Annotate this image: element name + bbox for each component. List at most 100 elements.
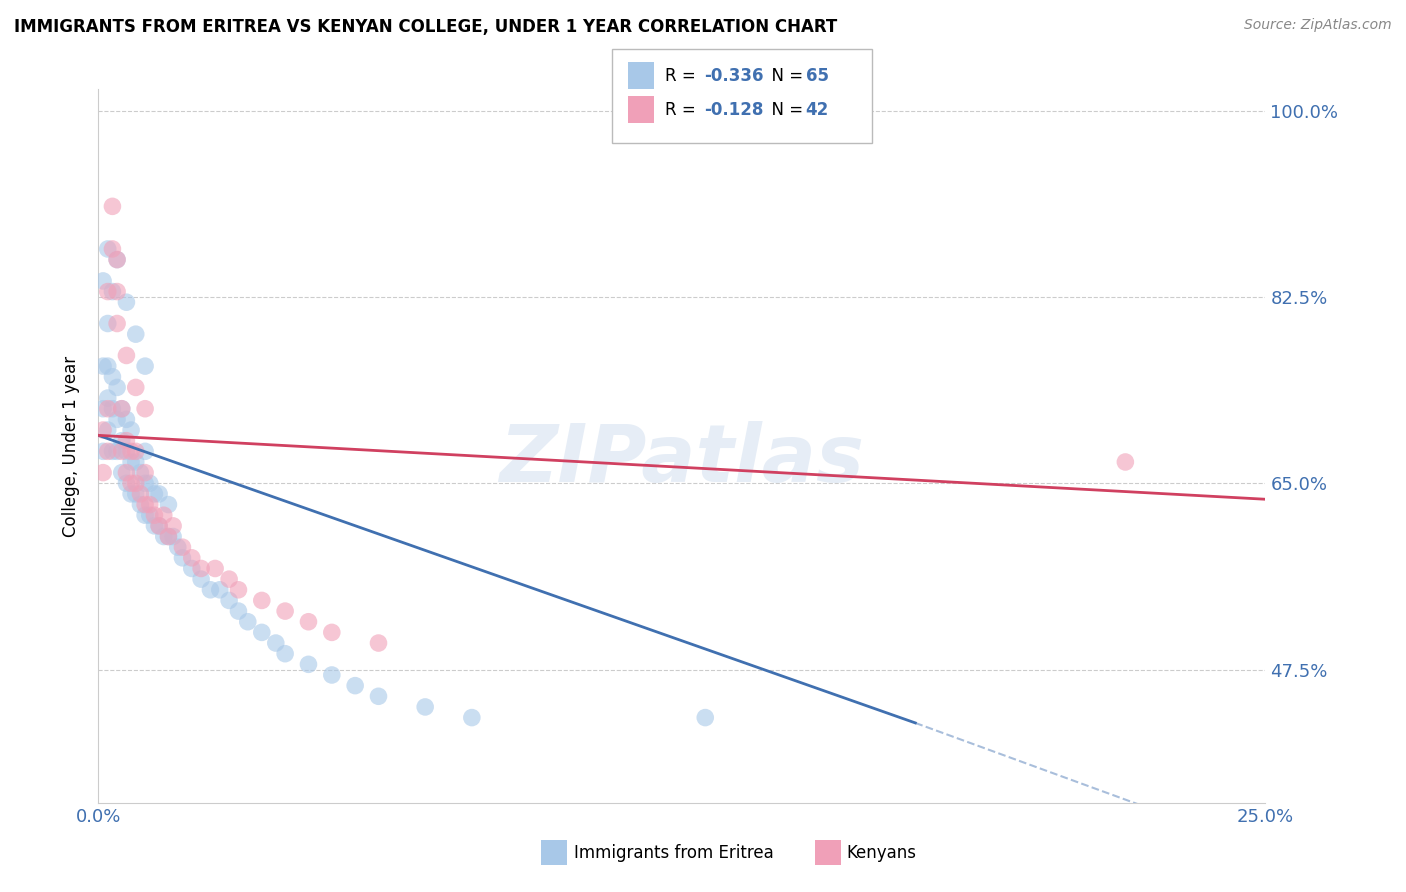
Point [101,401,124,416]
Point [200,582,222,597]
Point [97,285,120,299]
Point [134,508,156,523]
Point [105,380,128,394]
Point [115,349,138,363]
Point [91,359,114,373]
Point [1114,455,1136,469]
Point [152,508,174,523]
Point [120,423,142,437]
Point [218,572,240,586]
Point [250,625,273,640]
Point [190,561,212,575]
Point [111,444,134,458]
Point [115,295,138,310]
Point [157,529,180,543]
Point [101,285,124,299]
Point [204,561,226,575]
Point [264,636,287,650]
Point [111,466,134,480]
Point [274,647,297,661]
Point [134,401,156,416]
Point [134,444,156,458]
Text: -0.336: -0.336 [704,67,763,85]
Point [105,252,128,267]
Point [101,369,124,384]
Point [97,444,120,458]
Point [97,317,120,331]
Point [125,455,148,469]
Point [105,252,128,267]
Point [105,317,128,331]
Point [166,540,188,554]
Point [228,582,250,597]
Point [129,466,152,480]
Text: R =: R = [665,67,702,85]
Point [695,710,717,724]
Point [120,487,142,501]
Point [125,327,148,342]
Point [120,455,142,469]
Point [115,412,138,426]
Text: Kenyans: Kenyans [846,844,917,862]
Text: Immigrants from Eritrea: Immigrants from Eritrea [574,844,773,862]
Point [101,242,124,256]
Point [105,412,128,426]
Point [129,498,152,512]
Point [134,359,156,373]
Point [97,391,120,405]
Point [321,668,343,682]
Point [111,434,134,448]
Point [297,657,319,672]
Point [180,561,202,575]
Point [115,434,138,448]
Point [91,401,114,416]
Point [91,444,114,458]
Point [111,401,134,416]
Point [97,359,120,373]
Point [180,550,202,565]
Point [143,519,166,533]
Point [143,487,166,501]
Point [139,498,162,512]
Point [143,508,166,523]
Point [125,380,148,394]
Point [297,615,319,629]
Text: N =: N = [761,67,808,85]
Point [101,444,124,458]
Point [236,615,259,629]
Point [97,401,120,416]
Point [115,476,138,491]
Text: -0.128: -0.128 [704,101,763,119]
Point [129,487,152,501]
Point [91,274,114,288]
Point [148,519,170,533]
Point [134,466,156,480]
Point [218,593,240,607]
Text: 42: 42 [806,101,830,119]
Point [134,476,156,491]
Point [148,487,170,501]
Point [91,466,114,480]
Point [125,476,148,491]
Text: N =: N = [761,101,808,119]
Point [105,285,128,299]
Point [97,423,120,437]
Point [97,242,120,256]
Point [228,604,250,618]
Point [413,700,436,714]
Point [344,679,367,693]
Point [125,487,148,501]
Point [115,466,138,480]
Point [367,636,389,650]
Point [162,519,184,533]
Point [162,529,184,543]
Point [152,529,174,543]
Point [120,476,142,491]
Point [321,625,343,640]
Point [461,710,484,724]
Point [148,519,170,533]
Text: R =: R = [665,101,702,119]
Point [101,199,124,213]
Text: Source: ZipAtlas.com: Source: ZipAtlas.com [1244,18,1392,32]
Point [125,444,148,458]
